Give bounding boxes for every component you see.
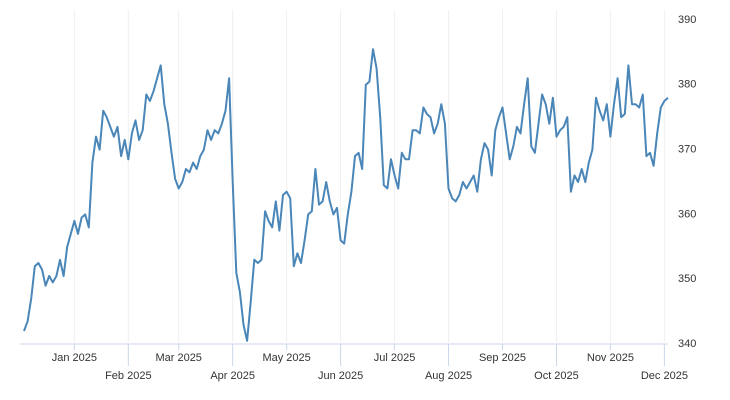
price-line [23, 48, 669, 342]
x-tick-label: Jul 2025 [374, 352, 416, 364]
x-tick-label: Dec 2025 [641, 370, 688, 382]
x-tick-label: Mar 2025 [155, 352, 201, 364]
x-tick-label: Apr 2025 [210, 370, 255, 382]
x-tick-label: May 2025 [262, 352, 310, 364]
y-tick-label: 390 [678, 14, 696, 26]
y-tick-label: 360 [678, 208, 696, 220]
y-tick-label: 350 [678, 273, 696, 285]
x-tick-label: Aug 2025 [425, 370, 472, 382]
y-tick-label: 340 [678, 338, 696, 350]
x-tick-label: Jan 2025 [52, 352, 97, 364]
y-tick-label: 380 [678, 79, 696, 91]
y-tick-label: 370 [678, 144, 696, 156]
x-tick-label: Nov 2025 [587, 352, 634, 364]
x-tick-label: Sep 2025 [479, 352, 526, 364]
x-tick-label: Oct 2025 [534, 370, 579, 382]
x-tick-label: Jun 2025 [318, 370, 363, 382]
x-tick-label: Feb 2025 [105, 370, 151, 382]
